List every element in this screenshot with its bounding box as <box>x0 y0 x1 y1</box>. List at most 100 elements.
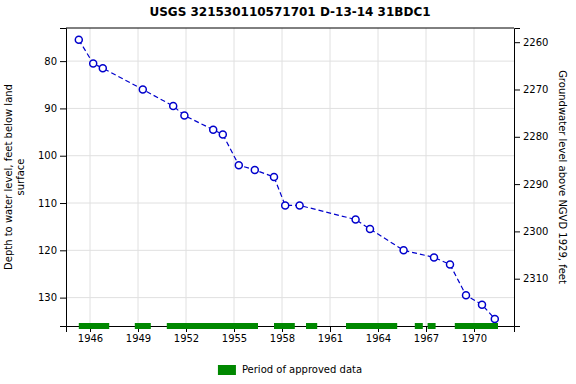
tick: 2270 <box>514 84 548 95</box>
band <box>455 323 498 329</box>
tick: 2260 <box>514 37 548 48</box>
tick-label: 1961 <box>318 333 343 344</box>
tick-label: 2300 <box>523 226 548 237</box>
point <box>139 86 146 93</box>
grid-line <box>90 28 91 326</box>
tick-mark <box>514 89 520 90</box>
line <box>79 40 495 319</box>
point <box>447 261 454 268</box>
grid-line <box>426 28 427 326</box>
bands <box>79 323 498 329</box>
tick: 90 <box>44 103 66 114</box>
point <box>352 216 359 223</box>
point <box>463 292 470 299</box>
tick-mark <box>426 326 427 332</box>
band <box>306 323 317 329</box>
tick-label: 1952 <box>174 333 199 344</box>
y-axis-label: Depth to water level, feet below landsur… <box>3 84 26 270</box>
point <box>491 315 498 322</box>
tick: 2280 <box>514 131 548 142</box>
tick-label: 1970 <box>462 333 487 344</box>
legend-swatch <box>218 365 236 375</box>
tick-mark <box>514 231 520 232</box>
tick: 100 <box>38 150 66 161</box>
point <box>296 202 303 209</box>
tick-label: 2270 <box>523 84 548 95</box>
y-axis-label-line: Depth to water level, feet below land <box>3 84 14 270</box>
tick-label: 1949 <box>126 333 151 344</box>
grid-line <box>474 28 475 326</box>
tick-mark <box>514 279 520 280</box>
plot-area: 1946 1949 1952 1955 1958 1961 1964 1967 1970 80 90… <box>3 28 568 344</box>
grid-line <box>66 155 514 156</box>
tick-label: 130 <box>38 292 57 303</box>
tick: 2300 <box>514 226 548 237</box>
tick-label: 1967 <box>414 333 439 344</box>
tick-mark <box>514 137 520 138</box>
point <box>219 131 226 138</box>
point <box>181 112 188 119</box>
grid-line <box>66 250 514 251</box>
point <box>90 60 97 67</box>
grid-line <box>66 203 514 204</box>
grid-line <box>66 61 514 62</box>
grid-line <box>186 28 187 326</box>
tick-label: 1964 <box>366 333 391 344</box>
band <box>428 323 436 329</box>
tick: 120 <box>38 245 66 256</box>
tick-label: 2310 <box>523 273 548 284</box>
legend: Period of approved data <box>218 364 362 375</box>
grid-line <box>378 28 379 326</box>
band <box>274 323 295 329</box>
band <box>415 323 423 329</box>
point <box>235 162 242 169</box>
y-axis-label-line: surface <box>15 159 26 196</box>
band <box>79 323 109 329</box>
tick: 80 <box>44 56 66 67</box>
axis-domain <box>515 29 521 327</box>
point <box>271 174 278 181</box>
y-axis: 80 90 100 110 120 130 <box>38 29 67 327</box>
point <box>251 166 258 173</box>
tick-mark <box>60 203 66 204</box>
grid-line <box>66 297 514 298</box>
tick-label: 2280 <box>523 131 548 142</box>
marks <box>75 36 498 322</box>
tick-label: 100 <box>38 150 57 161</box>
point <box>479 301 486 308</box>
tick-mark <box>60 156 66 157</box>
legend-label: Period of approved data <box>242 364 362 375</box>
band <box>135 323 151 329</box>
band <box>346 323 397 329</box>
point <box>282 202 289 209</box>
point <box>367 226 374 233</box>
tick-label: 1955 <box>222 333 247 344</box>
tick-mark <box>60 298 66 299</box>
tick-label: 1958 <box>270 333 295 344</box>
tick-label: 110 <box>38 198 57 209</box>
tick: 130 <box>38 292 66 303</box>
point <box>75 36 82 43</box>
tick-label: 1946 <box>78 333 103 344</box>
point <box>210 126 217 133</box>
tick-mark <box>60 108 66 109</box>
grid <box>66 28 514 326</box>
grid-line <box>66 108 514 109</box>
tick-mark <box>330 326 331 332</box>
point <box>431 254 438 261</box>
chart: 1946 1949 1952 1955 1958 1961 1964 1967 1970 80 90… <box>0 0 576 384</box>
grid-line <box>282 28 283 326</box>
tick-label: 2260 <box>523 37 548 48</box>
title: USGS 321530110571701 D-13-14 31BDC1 <box>149 5 430 19</box>
tick: 110 <box>38 198 66 209</box>
point <box>400 247 407 254</box>
frame <box>66 28 514 29</box>
tick-mark <box>60 61 66 62</box>
tick: 1961 <box>318 326 343 344</box>
tick-label: 2290 <box>523 179 548 190</box>
tick-mark <box>514 184 520 185</box>
tick-label: 80 <box>44 56 57 67</box>
band <box>167 323 258 329</box>
tick-label: 90 <box>44 103 57 114</box>
grid-line <box>234 28 235 326</box>
